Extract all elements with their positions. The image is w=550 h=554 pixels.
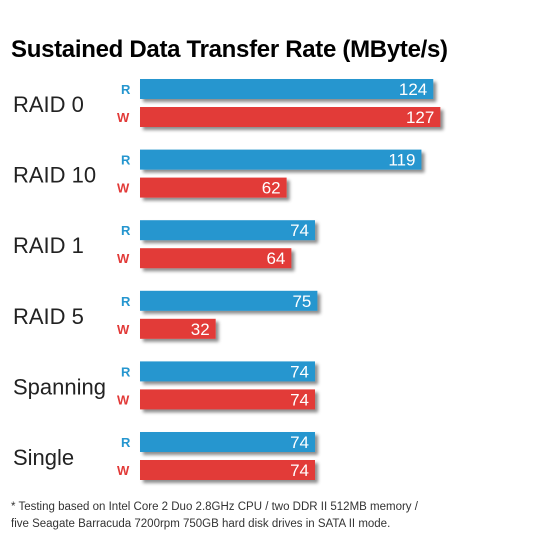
bar-r <box>140 79 434 99</box>
series-marker-w: W <box>117 322 130 337</box>
bar-w <box>140 177 287 198</box>
footnote: * Testing based on Intel Core 2 Duo 2.8G… <box>11 499 541 533</box>
chart-plot: RAID 0 R 124 W 127 RAID 10 R 119 W 62 RAID 1 R 74 W 64… <box>13 79 441 480</box>
series-marker-r: R <box>121 435 131 450</box>
series-marker-w: W <box>117 251 130 266</box>
value-label-w: 32 <box>191 320 210 339</box>
value-label-r: 124 <box>399 80 427 99</box>
bar-w <box>140 107 441 127</box>
footnote-line-2: five Seagate Barracuda 7200rpm 750GB har… <box>11 518 391 530</box>
bar-w <box>140 318 216 339</box>
footnote-line-1: * Testing based on Intel Core 2 Duo 2.8G… <box>11 501 418 513</box>
bar-r <box>140 220 316 241</box>
bar-w <box>140 460 316 480</box>
series-marker-w: W <box>117 392 130 407</box>
value-label-r: 74 <box>290 221 309 240</box>
bar-r <box>140 149 422 170</box>
value-label-r: 75 <box>292 292 311 311</box>
category-label: Spanning <box>13 374 106 399</box>
category-label: RAID 1 <box>13 233 84 258</box>
category-label: RAID 10 <box>13 163 96 188</box>
series-marker-w: W <box>117 463 130 478</box>
series-marker-r: R <box>121 364 131 379</box>
bar-w <box>140 248 292 269</box>
value-label-w: 74 <box>290 461 309 480</box>
series-marker-r: R <box>121 223 131 238</box>
bar-r <box>140 361 316 382</box>
category-label: RAID 5 <box>13 304 84 329</box>
category-label: Single <box>13 445 74 470</box>
chart-title: Sustained Data Transfer Rate (MByte/s) <box>11 36 448 63</box>
value-label-r: 119 <box>388 151 415 170</box>
value-label-r: 74 <box>290 433 309 452</box>
value-label-w: 64 <box>266 249 285 268</box>
value-label-w: 62 <box>262 179 281 198</box>
bar-r <box>140 432 316 452</box>
bar-w <box>140 389 316 410</box>
series-marker-r: R <box>121 82 131 97</box>
series-marker-w: W <box>117 181 130 196</box>
bar-r <box>140 290 318 311</box>
value-label-w: 127 <box>406 108 434 127</box>
series-marker-w: W <box>117 110 130 125</box>
category-label: RAID 0 <box>13 92 84 117</box>
value-label-w: 74 <box>290 390 309 409</box>
series-marker-r: R <box>121 153 131 168</box>
value-label-r: 74 <box>290 362 309 381</box>
series-marker-r: R <box>121 294 131 309</box>
